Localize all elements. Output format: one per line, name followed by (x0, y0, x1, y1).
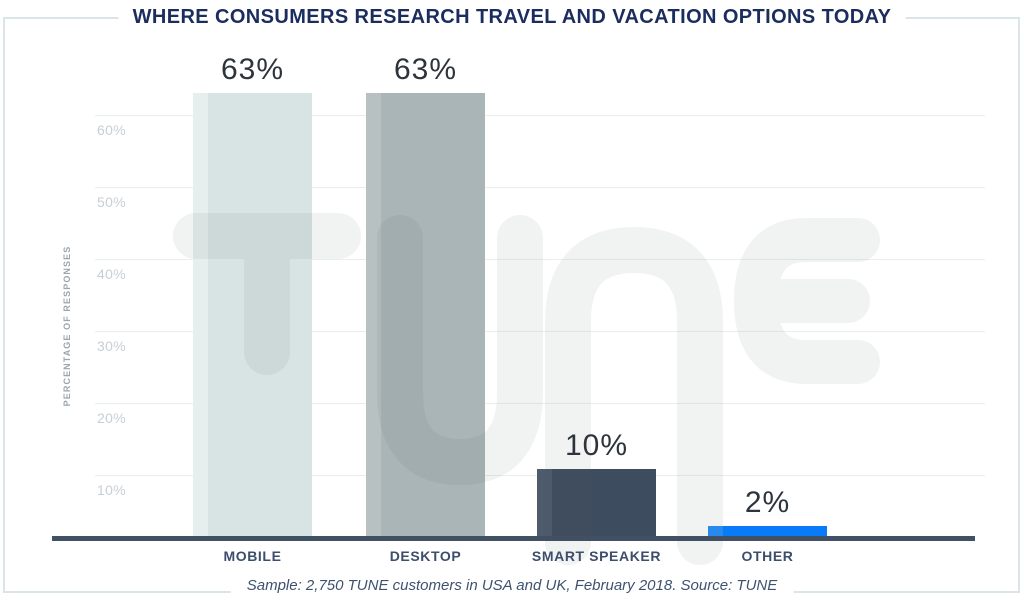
gridline-60: 60% (95, 115, 985, 138)
y-tick-label: 30% (97, 338, 126, 354)
y-tick-label: 50% (97, 194, 126, 210)
gridline-20: 20% (95, 403, 985, 426)
y-tick-label: 60% (97, 122, 126, 138)
y-tick-label: 10% (97, 482, 126, 498)
source-note: Sample: 2,750 TUNE customers in USA and … (230, 575, 794, 596)
chart-title: WHERE CONSUMERS RESEARCH TRAVEL AND VACA… (118, 3, 906, 31)
x-axis-line (52, 536, 975, 541)
category-label-mobile: MOBILE (223, 548, 282, 564)
gridline-40: 40% (95, 259, 985, 282)
y-axis-title: PERCENTAGE OF RESPONSES (62, 245, 72, 407)
category-label-desktop: DESKTOP (389, 548, 462, 564)
category-label-smart-speaker: SMART SPEAKER (531, 548, 662, 564)
bar-value-label-other: 2% (744, 486, 791, 519)
bar-value-label-mobile: 63% (220, 53, 285, 86)
bar-desktop (366, 93, 485, 540)
gridline-50: 50% (95, 187, 985, 210)
bar-value-label-desktop: 63% (393, 53, 458, 86)
bar-mobile (193, 93, 312, 540)
y-tick-label: 40% (97, 266, 126, 282)
category-label-other: OTHER (741, 548, 794, 564)
bar-value-label-smart-speaker: 10% (564, 429, 629, 462)
bar-smart-speaker (537, 469, 656, 540)
chart-border-frame (3, 17, 1020, 593)
y-tick-label: 20% (97, 410, 126, 426)
gridline-30: 30% (95, 331, 985, 354)
